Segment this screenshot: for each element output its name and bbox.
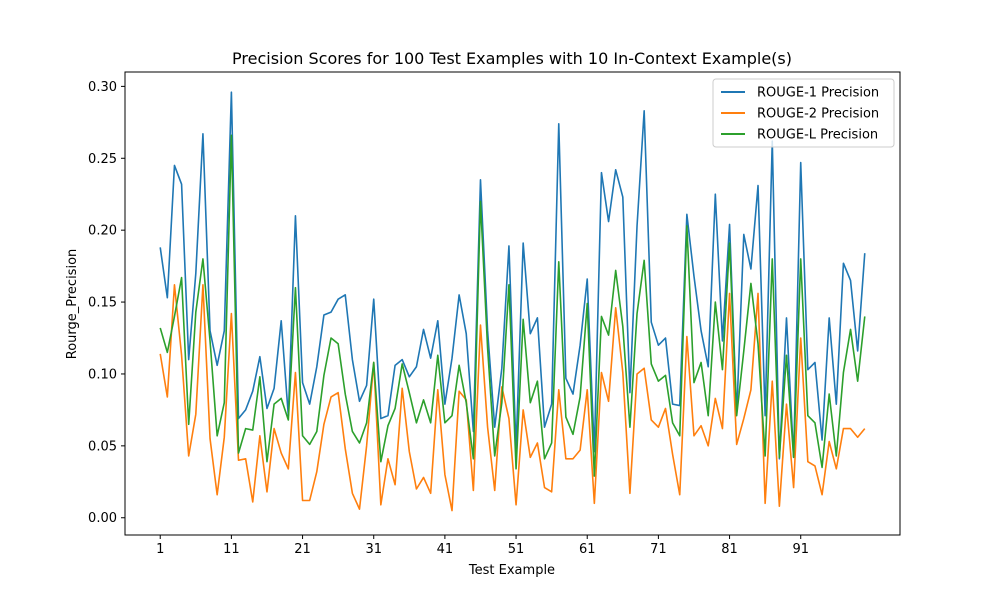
y-tick-label: 0.00: [88, 511, 117, 526]
legend-label: ROUGE-L Precision: [757, 128, 878, 143]
series-line-2: [159, 284, 866, 512]
x-tick-label: 81: [721, 542, 738, 557]
y-axis-label: Rourge_Precision: [65, 249, 80, 360]
series-line-3: [159, 134, 866, 477]
x-tick-label: 41: [437, 542, 454, 557]
chart-title: Precision Scores for 100 Test Examples w…: [232, 49, 792, 68]
series-line-1: [159, 91, 866, 460]
plot-frame: [124, 71, 901, 536]
x-tick-label: 21: [294, 542, 311, 557]
legend-label: ROUGE-1 Precision: [757, 86, 879, 101]
y-tick-label: 0.30: [88, 80, 117, 95]
x-tick-label: 11: [223, 542, 240, 557]
x-tick-label: 51: [508, 542, 525, 557]
series-lines: [159, 91, 866, 512]
y-tick-label: 0.25: [88, 152, 117, 167]
legend-box: [712, 78, 895, 148]
x-tick-label: 31: [365, 542, 382, 557]
y-tick-label: 0.05: [88, 439, 117, 454]
x-axis-label: Test Example: [468, 563, 555, 578]
legend-label: ROUGE-2 Precision: [757, 107, 879, 122]
x-tick-label: 61: [579, 542, 596, 557]
y-tick-label: 0.15: [88, 296, 117, 311]
x-tick-label: 1: [156, 542, 164, 557]
legend: ROUGE-1 Precision ROUGE-2 Precision ROUGE-…: [712, 78, 895, 148]
x-axis: 1 11 21 31 41 51 61 71 81 91: [156, 535, 809, 557]
y-tick-label: 0.20: [88, 224, 117, 239]
y-tick-label: 0.10: [88, 367, 117, 382]
x-tick-label: 91: [792, 542, 809, 557]
y-axis: 0.00 0.05 0.10 0.15 0.20 0.25 0.30: [88, 80, 125, 526]
plot-area: 1 11 21 31 41 51 61 71 81 91 0.000.050.100.150.20…: [88, 71, 901, 557]
x-tick-label: 71: [650, 542, 667, 557]
